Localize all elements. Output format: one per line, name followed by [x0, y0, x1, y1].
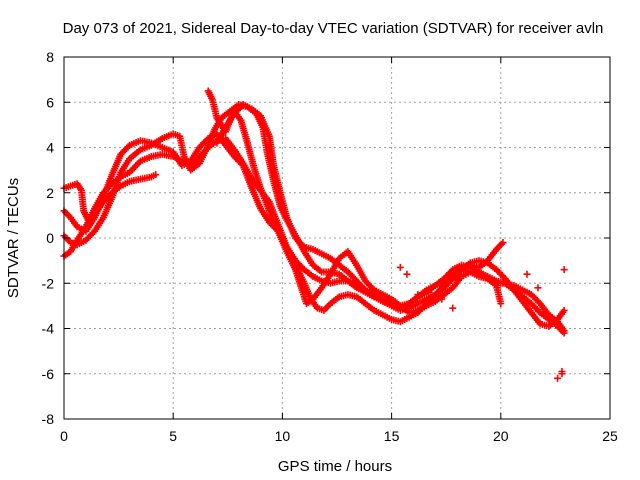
y-axis-label: SDTVAR / TECUs	[5, 178, 22, 298]
x-tick-label: 0	[60, 428, 68, 444]
data-point	[554, 374, 562, 382]
data-point	[560, 266, 568, 274]
grid-lines	[64, 57, 610, 419]
y-tick-label: -2	[42, 275, 55, 291]
axis-ticks: 0 5 10 15 20 25 -8 -6 -4 -2 0 2 4 6 8	[42, 49, 618, 444]
data-point	[152, 171, 160, 179]
data-points	[60, 87, 568, 382]
x-tick-label: 25	[602, 428, 618, 444]
x-axis-label: GPS time / hours	[278, 458, 392, 475]
x-tick-label: 15	[384, 428, 400, 444]
data-point	[403, 270, 411, 278]
data-point	[449, 304, 457, 312]
data-point	[438, 295, 446, 303]
y-tick-label: 2	[46, 185, 54, 201]
y-tick-label: -6	[42, 366, 55, 382]
y-tick-label: -4	[42, 321, 55, 337]
x-tick-label: 5	[169, 428, 177, 444]
y-tick-label: 6	[46, 94, 54, 110]
chart-title: Day 073 of 2021, Sidereal Day-to-day VTE…	[63, 20, 604, 37]
x-tick-label: 20	[493, 428, 509, 444]
data-point	[560, 306, 568, 314]
data-point	[299, 242, 307, 250]
data-point	[523, 270, 531, 278]
data-point	[499, 239, 507, 247]
data-point	[558, 370, 566, 378]
y-tick-label: -8	[42, 411, 55, 427]
data-point	[534, 284, 542, 292]
data-point	[560, 327, 568, 335]
data-point	[369, 285, 377, 293]
data-point	[497, 300, 505, 308]
y-tick-label: 0	[46, 230, 54, 246]
x-tick-label: 10	[275, 428, 291, 444]
data-point	[425, 288, 433, 296]
y-tick-label: 4	[46, 140, 54, 156]
data-point	[414, 291, 422, 299]
data-point	[396, 263, 404, 271]
y-tick-label: 8	[46, 49, 54, 65]
data-point	[124, 143, 132, 151]
